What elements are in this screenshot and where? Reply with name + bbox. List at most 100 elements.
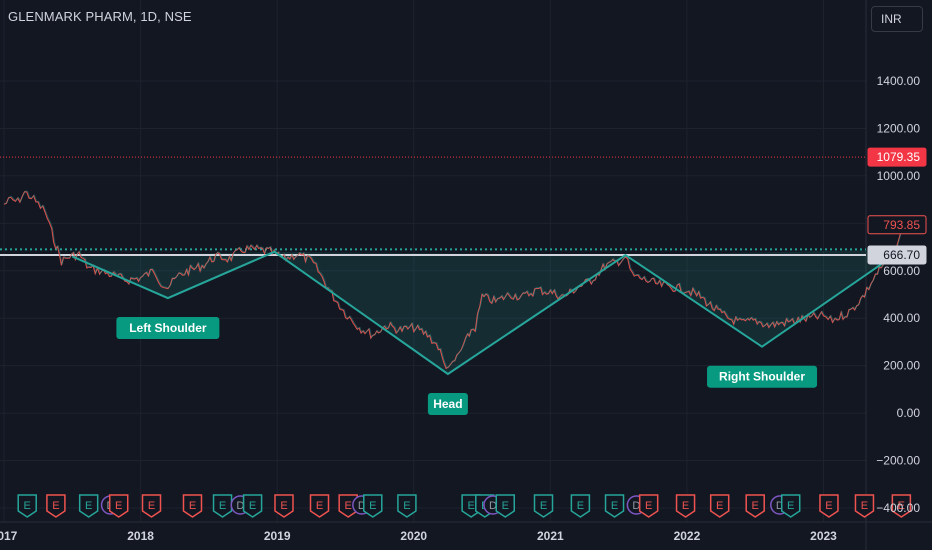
event-label: E bbox=[219, 500, 226, 512]
time-tick-label: 2017 bbox=[0, 529, 18, 543]
earnings-marker[interactable] bbox=[533, 494, 554, 518]
event-label: E bbox=[861, 500, 868, 512]
head-and-shoulders-pattern bbox=[71, 248, 904, 376]
time-tick-label: 2021 bbox=[537, 529, 564, 543]
price-label-text: 666.70 bbox=[883, 248, 920, 262]
event-label: E bbox=[577, 500, 584, 512]
earnings-marker[interactable] bbox=[309, 494, 330, 518]
price-labels: 1079.35 793.85 666.70 bbox=[867, 147, 927, 265]
earnings-marker[interactable] bbox=[46, 494, 66, 518]
event-label: E bbox=[115, 500, 122, 512]
event-label: E bbox=[716, 500, 723, 512]
earnings-marker[interactable] bbox=[338, 494, 358, 518]
price-tick-label: −400.00 bbox=[876, 501, 920, 515]
price-tick-label: 1200.00 bbox=[877, 121, 921, 135]
event-label: E bbox=[148, 500, 155, 512]
earnings-marker[interactable] bbox=[745, 494, 765, 518]
annotation-label: Head bbox=[433, 397, 462, 411]
pattern-line bbox=[71, 248, 904, 376]
currency-selector[interactable]: INR bbox=[871, 6, 923, 32]
earnings-marker[interactable] bbox=[274, 494, 294, 518]
earnings-marker[interactable] bbox=[854, 494, 875, 518]
event-label: E bbox=[611, 500, 618, 512]
time-tick-label: 2018 bbox=[127, 529, 154, 543]
price-tick-label: 400.00 bbox=[883, 311, 920, 325]
earnings-marker[interactable] bbox=[638, 494, 659, 518]
price-tick-label: 0.00 bbox=[897, 406, 921, 420]
event-label: E bbox=[825, 500, 832, 512]
earnings-marker[interactable] bbox=[242, 494, 263, 518]
annotation-box bbox=[116, 317, 220, 340]
event-label: E bbox=[189, 500, 196, 512]
price-path bbox=[3, 191, 920, 370]
earnings-marker[interactable] bbox=[108, 494, 129, 518]
event-label: D bbox=[236, 500, 244, 512]
price-tick-label: 1000.00 bbox=[877, 169, 921, 183]
event-label: D bbox=[489, 500, 497, 512]
earnings-marker[interactable] bbox=[604, 494, 625, 518]
event-label: E bbox=[85, 500, 92, 512]
event-label: E bbox=[682, 500, 689, 512]
earnings-marker[interactable] bbox=[780, 494, 801, 518]
earnings-marker[interactable] bbox=[675, 494, 696, 518]
price-line bbox=[3, 190, 921, 370]
event-label: E bbox=[280, 500, 287, 512]
price-label-box bbox=[867, 147, 927, 167]
event-label: E bbox=[403, 500, 410, 512]
pattern-region bbox=[72, 251, 275, 299]
pattern-annotations: Left Shoulder Head Right Shoulder bbox=[116, 317, 818, 415]
event-label: E bbox=[540, 500, 547, 512]
time-tick-label: 2022 bbox=[674, 529, 701, 543]
event-label: D bbox=[358, 500, 366, 512]
pattern-region bbox=[625, 249, 903, 347]
time-tick-label: 2023 bbox=[810, 529, 837, 543]
symbol-title: GLENMARK PHARM, 1D, NSE bbox=[8, 9, 192, 24]
event-label: D bbox=[776, 500, 784, 512]
earnings-marker[interactable] bbox=[397, 494, 417, 518]
price-axis[interactable]: −400.00 −200.00 0.00 200.00 400.00 600.00 1000… bbox=[876, 74, 920, 515]
earnings-marker[interactable] bbox=[78, 494, 99, 518]
time-tick-label: 2020 bbox=[400, 529, 427, 543]
annotation-label: Left Shoulder bbox=[129, 321, 207, 335]
event-label: E bbox=[752, 500, 759, 512]
annotation-box bbox=[707, 365, 818, 388]
price-tick-label: 200.00 bbox=[883, 359, 920, 373]
time-axis[interactable]: 2017 2018 2019 2020 2021 2022 2023 bbox=[0, 529, 837, 543]
earnings-marker[interactable] bbox=[495, 494, 516, 518]
earnings-marker[interactable] bbox=[212, 494, 233, 518]
earnings-marker[interactable] bbox=[709, 494, 730, 518]
event-label: E bbox=[249, 500, 256, 512]
price-label-text: 793.85 bbox=[883, 218, 920, 232]
event-label: E bbox=[898, 500, 905, 512]
earnings-marker[interactable] bbox=[141, 494, 162, 518]
event-label: E bbox=[645, 500, 652, 512]
earnings-marker[interactable] bbox=[819, 494, 839, 518]
time-tick-label: 2019 bbox=[264, 529, 291, 543]
event-label: E bbox=[316, 500, 323, 512]
event-label: E bbox=[52, 500, 59, 512]
earnings-marker[interactable] bbox=[570, 494, 591, 518]
price-label-box bbox=[867, 215, 927, 235]
event-label: D bbox=[632, 500, 640, 512]
pattern-fill bbox=[72, 249, 903, 374]
earnings-marker[interactable] bbox=[363, 494, 383, 518]
earnings-marker[interactable] bbox=[182, 494, 203, 518]
event-label: E bbox=[369, 500, 376, 512]
annotation-box bbox=[427, 392, 468, 415]
event-label: E bbox=[24, 500, 31, 512]
price-tick-label: −200.00 bbox=[876, 454, 920, 468]
event-markers[interactable]: EEEDEEEEDEEEEDEEEEDEEEEDEEEEDEEEE bbox=[17, 494, 912, 518]
earnings-marker[interactable] bbox=[17, 494, 37, 518]
annotation-label: Right Shoulder bbox=[719, 370, 805, 384]
price-path-up bbox=[4, 190, 921, 369]
event-label: E bbox=[467, 500, 474, 512]
price-label-box bbox=[867, 245, 927, 265]
pattern-region bbox=[274, 251, 626, 374]
price-label-text: 1079.35 bbox=[877, 150, 921, 164]
horizontal-lines bbox=[0, 156, 866, 256]
price-tick-label: 1400.00 bbox=[877, 74, 921, 88]
price-tick-label: 600.00 bbox=[883, 264, 920, 278]
earnings-marker[interactable] bbox=[891, 494, 912, 518]
event-label: E bbox=[345, 500, 352, 512]
